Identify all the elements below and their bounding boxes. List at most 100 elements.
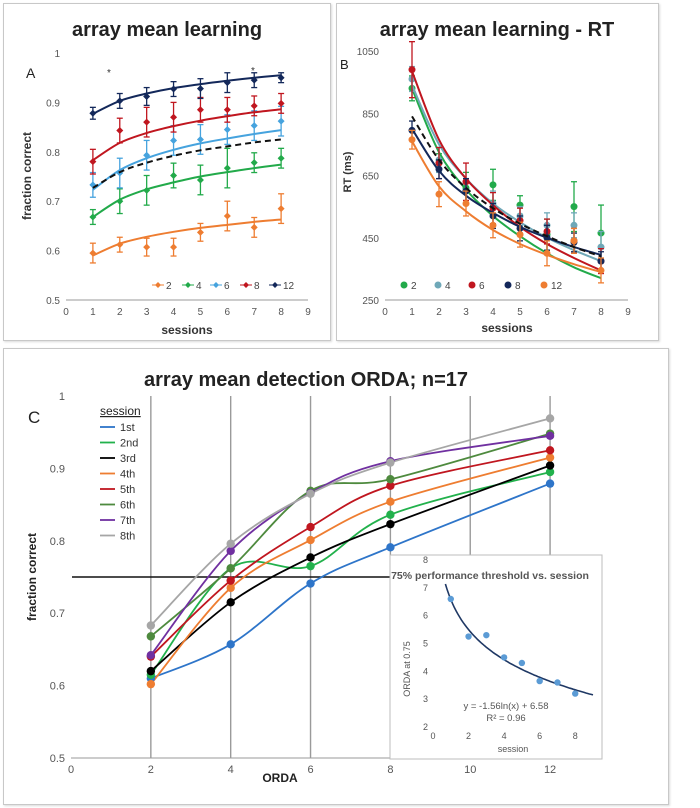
legend-label: 3rd [120,453,136,465]
x-tick-label: 0 [63,307,69,318]
legend-label: 1st [120,422,135,434]
data-point [277,154,285,162]
data-point [545,453,555,462]
inset-y-axis-label: ORDA at 0.75 [402,641,412,697]
y-axis-label: fraction correct [20,132,34,220]
data-point [89,213,97,221]
data-point [250,122,258,130]
data-point [306,561,315,571]
data-point [277,74,285,82]
legend-label: 5th [120,484,135,496]
inset-x-tick-label: 8 [573,731,578,741]
data-point [226,598,235,607]
data-point [170,243,178,251]
legend-title: session [100,404,141,418]
y-tick-label: 650 [362,172,379,183]
data-point [116,127,124,135]
y-tick-label: 450 [362,234,379,245]
inset-data-point [536,677,543,685]
data-point [306,535,315,545]
data-point [408,66,416,74]
inset-data-point [554,679,561,686]
data-point [516,231,524,239]
inset-x-tick-label: 0 [430,731,435,741]
legend-marker [504,281,512,289]
y-tick-label: 0.8 [50,536,65,548]
data-point [89,158,97,166]
data-point [250,159,258,167]
data-point [223,126,231,134]
chart-title: array mean learning [72,19,262,41]
x-tick-label: 2 [436,307,442,318]
y-tick-label: 0.8 [46,148,60,159]
data-point [226,640,235,649]
panel-b: array mean learning - RT B 0 1 2 3 4 5 6 7 8 9 250 45… [336,3,659,341]
y-tick-label: 850 [362,109,379,120]
legend-label: 8 [515,281,521,292]
data-point [170,85,178,93]
y-tick-label: 1 [54,49,60,60]
inset-data-point [518,659,526,667]
fit-line [92,108,282,162]
data-point [570,221,578,229]
y-tick-label: 0.7 [50,608,65,620]
data-point [489,181,497,189]
inset-box [389,554,603,760]
data-point [223,79,231,87]
data-point [226,539,235,548]
data-point [196,135,204,143]
x-tick-label: 1 [409,307,415,318]
data-point [146,650,156,660]
data-point [386,519,395,529]
y-tick-label: 0.6 [46,247,60,258]
data-point [545,414,555,423]
data-point [250,102,258,110]
inset-x-tick-label: 6 [537,731,542,741]
panel-letter: A [26,65,36,81]
data-point [306,489,315,498]
inset-y-tick-label: 5 [423,639,428,649]
data-point [89,249,97,257]
data-point [545,479,555,488]
y-tick-label: 1050 [357,47,380,58]
inset-data-point [572,690,579,697]
data-point [545,446,555,455]
data-point [170,172,178,180]
legend-label: 6 [479,281,485,292]
data-point [196,228,204,236]
y-tick-label: 0.7 [46,197,60,208]
data-point [226,583,235,593]
chart-title: array mean learning - RT [380,19,615,41]
legend-label: 12 [551,281,563,292]
legend-label: 4th [120,469,135,481]
fit-line [92,218,282,257]
legend-label: 2 [411,281,417,292]
fit-line [411,115,602,258]
x-axis-label: ORDA [262,771,298,785]
data-point [545,467,555,477]
data-point [116,97,124,105]
fit-line [92,138,282,189]
data-point [386,481,395,490]
legend-label: 8 [254,281,260,292]
significance-marker: * [107,68,111,79]
data-point [306,553,315,562]
data-point [435,190,443,198]
legend-marker [468,281,476,289]
data-point [226,546,235,556]
fit-line [92,129,282,191]
y-tick-label: 0.9 [46,98,60,109]
x-tick-label: 4 [490,307,496,318]
inset-x-tick-label: 2 [466,731,471,741]
legend-label: 4 [445,281,451,292]
x-tick-label: 4 [228,764,234,776]
legend-marker [434,281,442,289]
x-tick-label: 8 [387,764,393,776]
data-point [116,241,124,249]
legend-label: 8th [120,531,135,543]
data-point [89,109,97,117]
data-point [143,118,151,126]
